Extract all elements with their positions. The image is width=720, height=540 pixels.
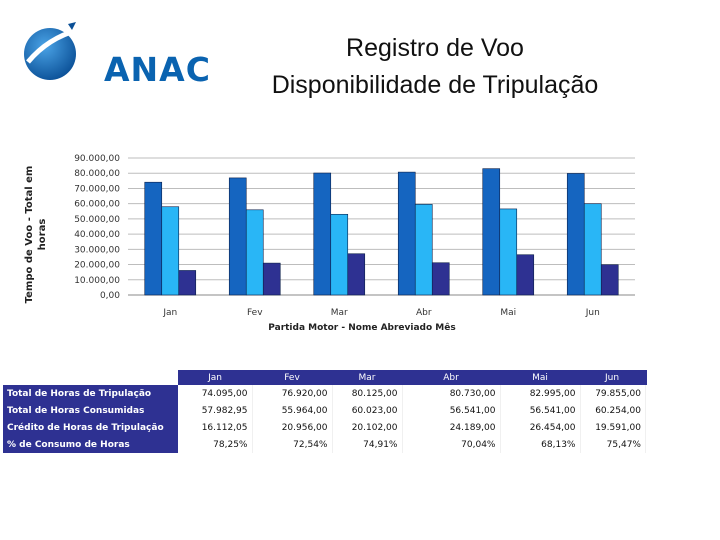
y-axis-label: Tempo de Voo - Total em horas [24,166,48,304]
row-label: % de Consumo de Horas [3,436,178,453]
table-cell: 80.730,00 [402,385,501,402]
x-tick-label: Fev [247,308,263,318]
bar-Mai-1 [482,168,501,296]
x-tick-label: Jun [585,308,600,318]
x-tick-label: Jan [162,308,177,318]
column-header: Mai [500,370,580,385]
y-tick-labels: 0,00 10.000,00 20.000,00 30.000,00 40.000,00… [74,154,120,301]
y-tick-label: 10.000,00 [74,276,120,286]
chart-bars [144,168,619,296]
bar-Mai-2 [499,208,518,296]
y-tick-label: 60.000,00 [74,200,120,210]
anac-logo: ANAC [22,20,210,89]
table-cell: 68,13% [500,436,581,453]
bar-Mar-1 [313,172,332,296]
y-tick-label: 30.000,00 [74,245,120,255]
table-cell: 82.995,00 [500,385,581,402]
table-cell: 74,91% [332,436,403,453]
bar-Fev-3 [262,262,281,296]
bar-Mai-3 [516,254,535,296]
table-cell: 70,04% [402,436,501,453]
table-cell: 16.112,05 [178,419,253,436]
table-cell: 20.102,00 [332,419,403,436]
y-tick-label: 70.000,00 [74,184,120,194]
table-cell: 56.541,00 [500,402,581,419]
table-cell: 72,54% [252,436,333,453]
row-label: Total de Horas Consumidas [3,402,178,419]
table-cell: 79.855,00 [580,385,646,402]
bar-Abr-1 [397,171,416,296]
table-header-row: Jan Fev Mar Abr Mai Jun [3,370,647,385]
x-tick-label: Mai [500,308,516,318]
table-cell: 20.956,00 [252,419,333,436]
table-cell: 19.591,00 [580,419,646,436]
column-header: Jan [178,370,252,385]
bar-Jan-1 [144,181,163,296]
data-table: Jan Fev Mar Abr Mai Jun Total de Horas d… [3,370,647,453]
table-row: Total de Horas de Tripulação 74.095,00 7… [3,385,646,402]
column-header: Abr [402,370,500,385]
title-line-1: Registro de Voo [346,34,524,62]
page-title: Registro de Voo Disponibilidade de Tripu… [215,30,655,104]
table-row: Crédito de Horas de Tripulação 16.112,05… [3,419,646,436]
column-header: Mar [332,370,402,385]
table-cell: 60.254,00 [580,402,646,419]
bar-Fev-1 [228,177,247,296]
bar-chart: 0,00 10.000,00 20.000,00 30.000,00 40.000,00… [24,154,635,333]
y-tick-label: 20.000,00 [74,261,120,271]
table-cell: 78,25% [178,436,253,453]
table-cell: 24.189,00 [402,419,501,436]
column-header: Fev [252,370,332,385]
title-line-2: Disponibilidade de Tripulação [271,71,599,99]
y-tick-label: 80.000,00 [74,169,120,179]
table-cell: 60.023,00 [332,402,403,419]
row-label: Total de Horas de Tripulação [3,385,178,402]
table-row: Total de Horas Consumidas 57.982,95 55.9… [3,402,646,419]
logo-wordmark: ANAC [104,50,211,89]
globe-logo-icon [24,22,80,80]
bar-Mar-3 [347,253,366,296]
table-cell: 56.541,00 [402,402,501,419]
bar-Mar-2 [330,213,349,296]
bar-Jun-2 [583,203,602,296]
chart-grid [128,157,635,296]
y-tick-label: 90.000,00 [74,154,120,164]
bar-Jan-3 [178,270,197,296]
x-tick-label: Abr [416,308,432,318]
table-cell: 75,47% [580,436,646,453]
table-cell: 57.982,95 [178,402,253,419]
bar-Jun-1 [566,173,585,296]
y-tick-label: 50.000,00 [74,215,120,225]
x-tick-labels: Jan Fev Mar Abr Mai Jun [162,308,599,318]
table-cell: 74.095,00 [178,385,253,402]
y-tick-label: 40.000,00 [74,230,120,240]
table-row: % de Consumo de Horas 78,25% 72,54% 74,9… [3,436,646,453]
x-axis-label: Partida Motor - Nome Abreviado Mês [268,322,455,333]
table-corner [3,370,178,385]
row-label: Crédito de Horas de Tripulação [3,419,178,436]
bar-Abr-2 [414,204,433,296]
column-header: Jun [580,370,647,385]
table-cell: 80.125,00 [332,385,403,402]
y-tick-label: 0,00 [100,291,120,301]
bar-Fev-2 [245,209,264,296]
x-tick-label: Mar [331,308,348,318]
table-cell: 55.964,00 [252,402,333,419]
table-cell: 76.920,00 [252,385,333,402]
bar-Abr-3 [431,262,450,296]
table-cell: 26.454,00 [500,419,581,436]
bar-Jan-2 [161,206,180,296]
bar-Jun-3 [600,264,619,296]
